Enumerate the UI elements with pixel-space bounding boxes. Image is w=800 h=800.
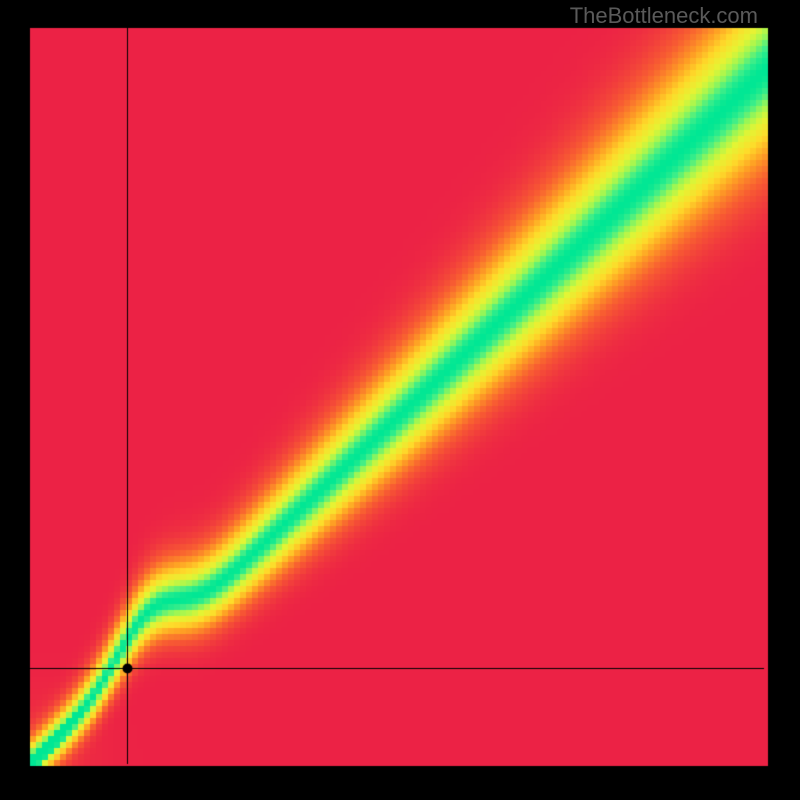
watermark-text: TheBottleneck.com: [570, 3, 758, 29]
chart-container: TheBottleneck.com: [0, 0, 800, 800]
heatmap-canvas: [0, 0, 800, 800]
